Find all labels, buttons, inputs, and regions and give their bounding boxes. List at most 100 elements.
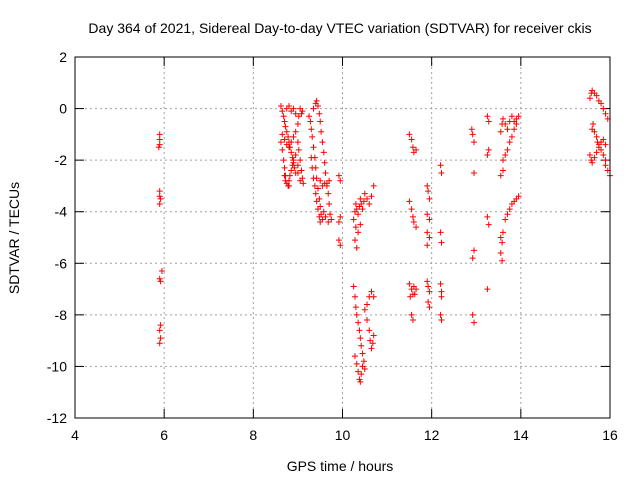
data-point	[285, 133, 292, 140]
data-point	[156, 188, 163, 195]
data-point	[156, 131, 163, 138]
grid-lines	[75, 57, 610, 418]
data-point	[322, 170, 329, 177]
data-point	[410, 219, 417, 226]
data-point	[311, 182, 318, 189]
data-point	[407, 293, 414, 300]
data-point	[366, 327, 373, 334]
data-point	[281, 164, 288, 171]
data-point	[469, 311, 476, 318]
data-point	[294, 170, 301, 177]
data-point	[288, 139, 295, 146]
data-point	[602, 157, 609, 164]
data-point	[286, 144, 292, 151]
data-point	[286, 172, 293, 179]
data-point	[602, 162, 609, 169]
data-point	[497, 128, 504, 135]
data-point	[351, 353, 358, 360]
data-point	[471, 247, 478, 254]
data-point	[356, 376, 363, 383]
data-point	[286, 182, 292, 189]
data-point	[600, 136, 607, 143]
data-point	[500, 157, 506, 164]
x-tick-label: 6	[160, 427, 168, 443]
data-points	[155, 87, 613, 385]
data-point	[294, 162, 301, 169]
data-point	[298, 167, 305, 174]
data-point	[326, 200, 333, 207]
data-point	[352, 304, 359, 311]
data-point	[413, 224, 420, 231]
data-point	[355, 368, 362, 375]
data-point	[279, 146, 286, 153]
data-point	[425, 188, 432, 195]
y-tick-label: -8	[55, 307, 68, 323]
data-point	[364, 195, 371, 202]
data-point	[314, 102, 321, 109]
data-point	[316, 195, 323, 202]
data-point	[298, 110, 305, 117]
data-point	[586, 95, 593, 102]
data-point	[156, 200, 163, 207]
data-point	[515, 193, 522, 200]
data-point	[317, 118, 324, 125]
data-point	[424, 182, 431, 189]
y-tick-label: -6	[55, 255, 68, 271]
data-point	[326, 177, 333, 184]
data-point	[504, 126, 511, 133]
data-point	[437, 311, 444, 318]
data-point	[279, 131, 286, 138]
data-point	[469, 255, 476, 262]
data-point	[424, 278, 431, 285]
data-point	[591, 128, 598, 135]
data-point	[497, 234, 504, 241]
data-point	[157, 195, 164, 202]
data-point	[313, 97, 320, 104]
data-point	[337, 242, 344, 249]
data-point	[484, 213, 491, 220]
x-tick-label: 14	[513, 427, 529, 443]
data-point	[469, 131, 476, 138]
data-point	[437, 162, 444, 169]
data-point	[413, 146, 420, 153]
data-point	[300, 180, 307, 187]
data-point	[292, 151, 299, 158]
data-point	[325, 219, 332, 226]
data-point	[408, 136, 415, 143]
x-tick-label: 12	[424, 427, 440, 443]
data-point	[335, 237, 342, 244]
data-point	[497, 172, 504, 179]
data-point	[368, 193, 375, 200]
data-point	[327, 211, 334, 218]
data-point	[600, 151, 607, 158]
data-point	[593, 133, 600, 140]
data-point	[355, 229, 362, 236]
data-point	[367, 337, 374, 344]
data-point	[357, 195, 364, 202]
data-point	[361, 190, 368, 197]
data-point	[282, 123, 289, 130]
data-point	[319, 139, 326, 146]
y-tick-label: -2	[55, 152, 68, 168]
data-point	[353, 311, 360, 318]
data-point	[484, 113, 491, 120]
data-point	[500, 229, 506, 236]
data-point	[502, 151, 509, 158]
data-point	[328, 216, 335, 223]
data-point	[356, 327, 363, 334]
data-point	[499, 257, 506, 264]
data-point	[357, 378, 364, 385]
data-point	[352, 200, 359, 207]
data-point	[408, 311, 415, 318]
data-point	[288, 167, 295, 174]
data-point	[322, 213, 329, 220]
data-point	[277, 139, 284, 146]
x-axis-label: GPS time / hours	[287, 458, 394, 474]
x-tick-label: 10	[335, 427, 351, 443]
data-point	[485, 221, 492, 228]
data-point	[353, 360, 360, 367]
data-point	[289, 154, 296, 161]
data-point	[586, 151, 593, 158]
data-point	[364, 301, 371, 308]
